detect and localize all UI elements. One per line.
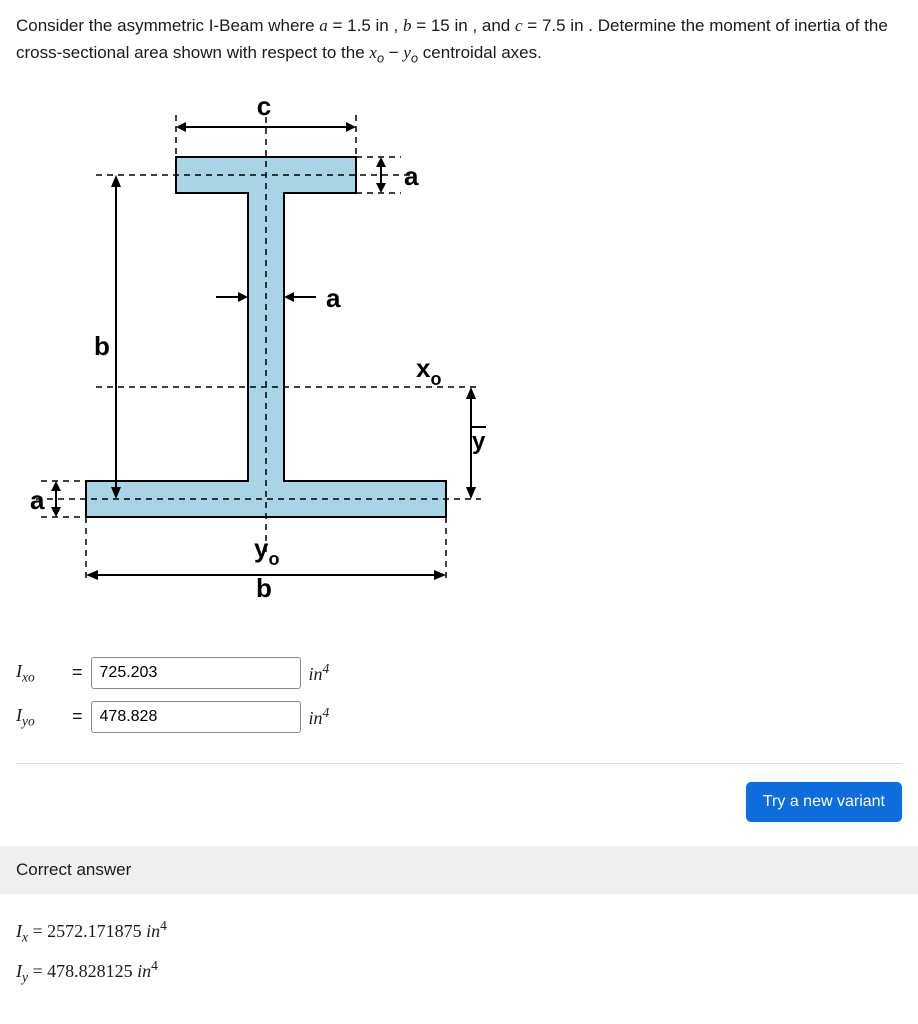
ixo-equals: = bbox=[72, 662, 83, 683]
answer-row-iyo: Iyo = in4 bbox=[16, 701, 902, 733]
cx-sub: x bbox=[22, 930, 28, 945]
iyo-unit-base: in bbox=[309, 708, 323, 728]
correct-values: Ix = 2572.171875 in4 Iy = 478.828125 in4 bbox=[16, 918, 902, 985]
cy-eq: = bbox=[33, 961, 48, 981]
xo-sub: o bbox=[377, 51, 384, 66]
dimension-b-left: b bbox=[94, 175, 121, 499]
var-b: b bbox=[403, 16, 412, 35]
xo: x bbox=[369, 43, 377, 62]
ixo-unit: in4 bbox=[309, 661, 330, 685]
ixo-unit-sup: 4 bbox=[323, 661, 330, 676]
iyo-sub: yo bbox=[22, 713, 35, 728]
correct-iy: Iy = 478.828125 in4 bbox=[16, 958, 902, 986]
correct-answer-header: Correct answer bbox=[0, 846, 918, 894]
iyo-unit: in4 bbox=[309, 705, 330, 729]
eq-c: = bbox=[527, 16, 542, 35]
dimension-c: c bbox=[176, 97, 356, 132]
label-yo: yo bbox=[254, 533, 279, 569]
eq-b: = bbox=[416, 16, 431, 35]
sep1: , bbox=[394, 16, 403, 35]
label-a-bottom: a bbox=[30, 485, 45, 515]
cy-sub: y bbox=[22, 969, 28, 984]
yo: y bbox=[403, 43, 411, 62]
label-c: c bbox=[257, 97, 271, 121]
val-a: 1.5 in bbox=[347, 16, 389, 35]
dimension-a-bottom: a bbox=[30, 481, 61, 517]
iyo-unit-sup: 4 bbox=[323, 705, 330, 720]
correct-header-text: Correct answer bbox=[16, 860, 131, 879]
i-beam-svg: c a a b a b yo xo bbox=[16, 97, 486, 627]
val-c: 7.5 in bbox=[542, 16, 584, 35]
iyo-equals: = bbox=[72, 706, 83, 727]
ixo-label: Ixo bbox=[16, 661, 64, 686]
cx-pow: 4 bbox=[160, 918, 167, 933]
answer-row-ixo: Ixo = in4 bbox=[16, 657, 902, 689]
correct-ix: Ix = 2572.171875 in4 bbox=[16, 918, 902, 946]
try-new-variant-button[interactable]: Try a new variant bbox=[746, 782, 902, 822]
variant-row: Try a new variant bbox=[16, 782, 902, 822]
label-a-web: a bbox=[326, 283, 341, 313]
ixo-input[interactable] bbox=[91, 657, 301, 689]
cy-pow: 4 bbox=[151, 958, 158, 973]
eq-a: = bbox=[333, 16, 348, 35]
cx-val: 2572.171875 bbox=[47, 921, 146, 941]
iyo-label: Iyo bbox=[16, 705, 64, 730]
suffix2: centroidal axes. bbox=[423, 43, 542, 62]
cy-unit: in bbox=[137, 961, 151, 981]
var-c: c bbox=[515, 16, 523, 35]
problem-statement: Consider the asymmetric I-Beam where a =… bbox=[16, 12, 902, 69]
dimension-b-bottom: b bbox=[86, 570, 446, 603]
sep2: , and bbox=[472, 16, 515, 35]
val-b: 15 in bbox=[431, 16, 468, 35]
label-a-top: a bbox=[404, 161, 419, 191]
var-a: a bbox=[319, 16, 328, 35]
dash: − bbox=[389, 43, 404, 62]
ixo-sub: xo bbox=[22, 669, 35, 684]
ixo-unit-base: in bbox=[309, 664, 323, 684]
label-xo: xo bbox=[416, 353, 441, 389]
iyo-input[interactable] bbox=[91, 701, 301, 733]
dimension-ybar: y bbox=[466, 387, 486, 499]
label-ybar: y bbox=[472, 428, 486, 455]
cy-val: 478.828125 bbox=[47, 961, 137, 981]
problem-prefix: Consider the asymmetric I-Beam where bbox=[16, 16, 319, 35]
label-b-bottom: b bbox=[256, 573, 272, 603]
divider bbox=[16, 763, 902, 764]
label-b-left: b bbox=[94, 331, 110, 361]
cx-eq: = bbox=[33, 921, 48, 941]
cx-unit: in bbox=[146, 921, 160, 941]
i-beam-diagram: c a a b a b yo xo bbox=[16, 97, 486, 627]
yo-sub: o bbox=[411, 51, 418, 66]
